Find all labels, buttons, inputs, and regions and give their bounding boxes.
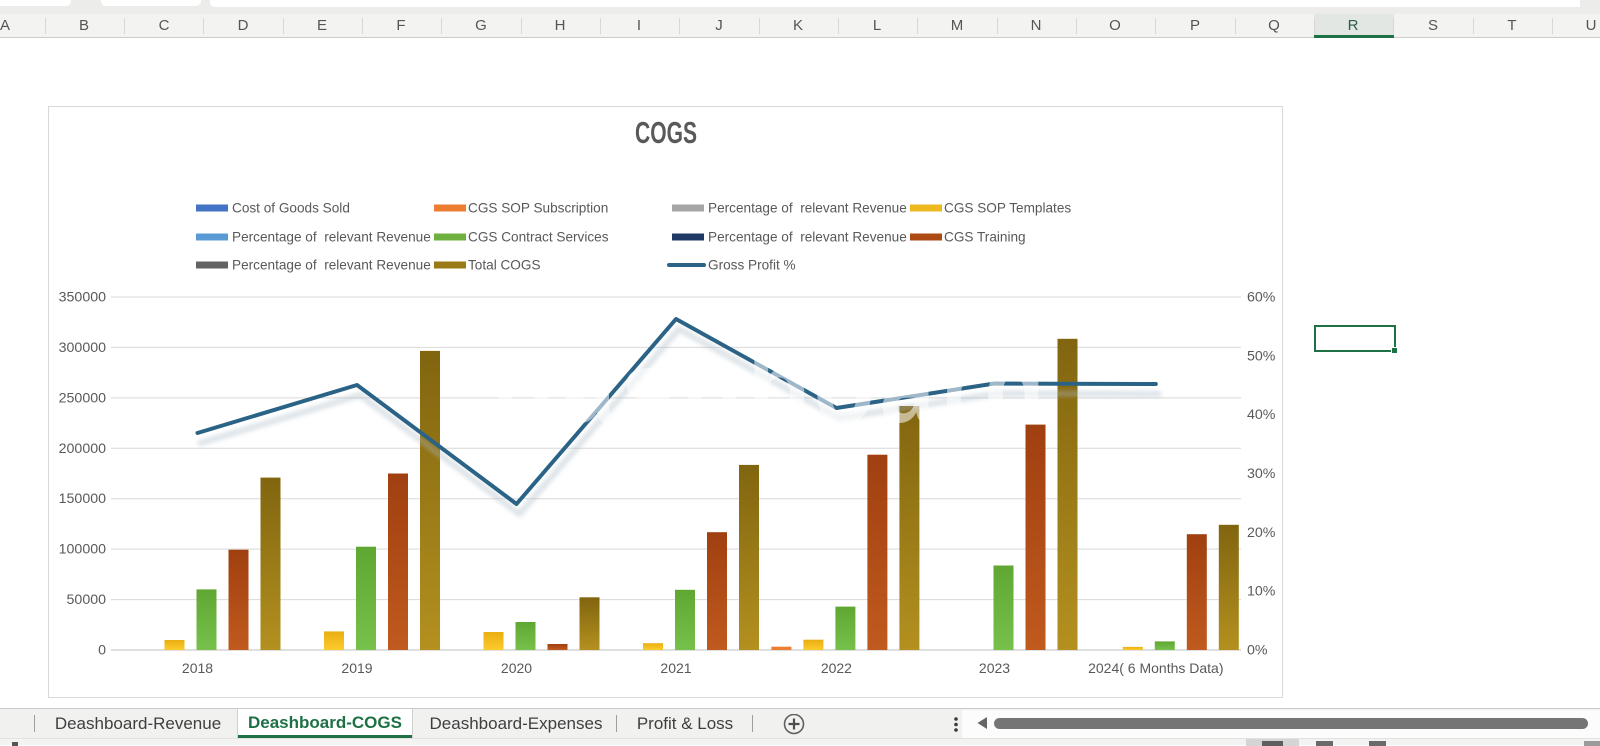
svg-text:0%: 0% — [1247, 643, 1268, 659]
svg-text:100000: 100000 — [59, 542, 106, 558]
svg-text:150000: 150000 — [59, 491, 106, 507]
svg-text:Percentage of relevant Revenu: Percentage of relevant Revenue — [232, 230, 431, 245]
svg-text:300000: 300000 — [59, 340, 106, 356]
svg-text:Gross Profit %: Gross Profit % — [708, 258, 796, 273]
svg-text:Total COGS: Total COGS — [468, 258, 541, 273]
svg-text:60%: 60% — [1247, 290, 1276, 306]
svg-text:2019: 2019 — [341, 660, 372, 676]
svg-text:2020: 2020 — [501, 660, 532, 676]
svg-text:2021: 2021 — [660, 660, 691, 676]
svg-text:Percentage of relevant Revenu: Percentage of relevant Revenue — [232, 258, 431, 273]
svg-text:Percentage of relevant Revenu: Percentage of relevant Revenue — [708, 201, 907, 216]
svg-text:COGS: COGS — [635, 115, 697, 150]
svg-text:CGS Training: CGS Training — [944, 230, 1026, 245]
svg-text:2018: 2018 — [182, 660, 213, 676]
svg-text:CGS SOP Templates: CGS SOP Templates — [944, 201, 1071, 216]
svg-text:50000: 50000 — [67, 592, 107, 608]
svg-text:20%: 20% — [1247, 525, 1276, 541]
svg-text:2022: 2022 — [821, 660, 852, 676]
svg-text:30%: 30% — [1247, 466, 1276, 482]
svg-text:2023: 2023 — [979, 660, 1010, 676]
svg-text:350000: 350000 — [59, 290, 106, 306]
svg-text:250000: 250000 — [59, 390, 106, 406]
svg-text:0: 0 — [98, 643, 106, 659]
svg-text:Percentage of relevant Revenu: Percentage of relevant Revenue — [708, 230, 907, 245]
svg-text:CGS Contract Services: CGS Contract Services — [468, 230, 609, 245]
svg-text:2024( 6 Months Data): 2024( 6 Months Data) — [1088, 660, 1223, 676]
svg-text:dashboard: dashboard — [494, 332, 1050, 444]
svg-text:40%: 40% — [1247, 407, 1276, 423]
svg-text:CGS SOP Subscription: CGS SOP Subscription — [468, 201, 608, 216]
svg-text:50%: 50% — [1247, 348, 1276, 364]
svg-text:Cost of Goods Sold: Cost of Goods Sold — [232, 201, 350, 216]
svg-text:10%: 10% — [1247, 584, 1276, 600]
svg-text:200000: 200000 — [59, 441, 106, 457]
